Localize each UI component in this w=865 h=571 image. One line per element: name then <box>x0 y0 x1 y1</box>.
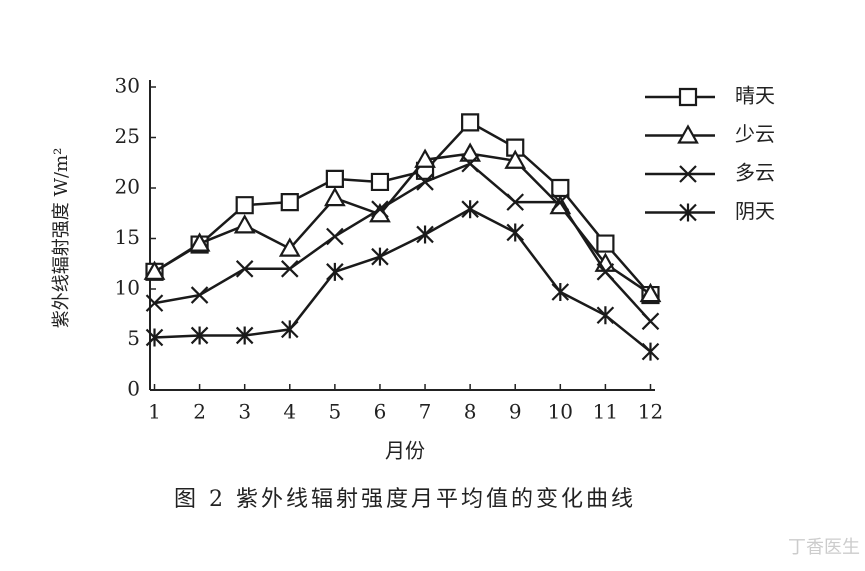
point <box>551 193 570 211</box>
point <box>235 326 254 345</box>
line <box>154 207 652 353</box>
legend-label: 多云 <box>735 161 775 185</box>
point <box>461 113 480 132</box>
y-tick-label: 0 <box>127 377 140 401</box>
y-tick-label: 30 <box>115 74 140 98</box>
point <box>323 186 346 207</box>
y-tick-label: 15 <box>115 225 140 249</box>
point <box>370 172 390 192</box>
x-tick-label: 12 <box>638 400 663 424</box>
point <box>235 196 254 215</box>
point <box>371 247 389 266</box>
legend-label: 晴天 <box>735 84 775 108</box>
point <box>326 262 344 281</box>
point <box>143 260 166 280</box>
point <box>414 148 436 168</box>
point <box>190 286 209 304</box>
legend-label: 阴天 <box>735 199 775 223</box>
x-tick-label: 2 <box>193 400 206 424</box>
point <box>280 193 299 212</box>
legend-marker <box>678 87 698 107</box>
point <box>278 237 301 257</box>
point <box>551 283 570 302</box>
point <box>504 149 527 169</box>
point <box>371 200 389 218</box>
point <box>326 227 344 246</box>
line <box>153 152 652 296</box>
point <box>461 200 479 219</box>
point <box>596 263 615 281</box>
point <box>188 232 211 252</box>
point <box>325 169 344 189</box>
point <box>596 306 615 325</box>
point <box>506 223 525 242</box>
x-tick-label: 1 <box>148 400 161 424</box>
x-tick-label: 11 <box>593 400 618 424</box>
point <box>416 173 434 191</box>
y-tick-label: 20 <box>115 175 140 199</box>
point <box>506 193 525 211</box>
legend-marker <box>679 203 697 222</box>
line <box>154 162 652 323</box>
point <box>639 282 662 303</box>
x-axis-label: 月份 <box>385 439 425 463</box>
watermark: 丁香医生 <box>788 537 860 558</box>
x-tick-label: 9 <box>509 400 522 424</box>
y-tick-label: 25 <box>115 124 140 148</box>
point <box>641 342 660 361</box>
legend-label: 少云 <box>735 122 775 146</box>
point <box>506 138 525 157</box>
legend-marker <box>679 165 697 183</box>
point <box>235 260 254 278</box>
x-tick-label: 8 <box>464 400 477 424</box>
point <box>190 326 209 345</box>
point <box>280 260 299 278</box>
x-tick-label: 5 <box>328 400 341 424</box>
point <box>280 320 299 339</box>
point <box>145 328 164 347</box>
point <box>596 234 615 253</box>
caption: 图 2 紫外线辐射强度月平均值的变化曲线 <box>174 487 636 512</box>
y-axis-label: 紫外线辐射强度 W/m² <box>51 148 72 329</box>
point <box>461 154 479 173</box>
point <box>416 225 434 244</box>
y-tick-label: 10 <box>115 276 140 300</box>
y-tick-label: 5 <box>127 326 140 350</box>
x-tick-label: 3 <box>238 400 251 424</box>
legend-marker <box>677 124 699 144</box>
point <box>551 178 570 198</box>
point <box>233 214 256 234</box>
x-tick-label: 4 <box>283 400 296 424</box>
x-tick-label: 7 <box>419 400 432 424</box>
x-tick-label: 6 <box>374 400 387 424</box>
line <box>153 120 652 296</box>
point <box>459 142 482 162</box>
point <box>145 294 164 312</box>
point <box>641 312 660 331</box>
x-tick-label: 10 <box>548 400 573 424</box>
